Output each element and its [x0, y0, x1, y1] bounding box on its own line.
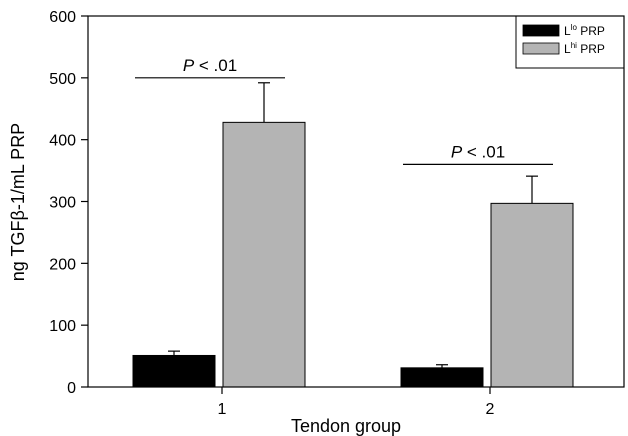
significance-label: P < .01 — [451, 142, 505, 161]
significance-threshold: < .01 — [194, 56, 237, 75]
y-tick-label: 300 — [49, 195, 76, 212]
bar-series-1-group-1 — [132, 354, 216, 388]
legend-label-rest: PRP — [577, 24, 605, 38]
y-axis-title: ng TGFβ-1/mL PRP — [8, 123, 28, 281]
y-tick-label: 0 — [67, 380, 76, 397]
significance-threshold: < .01 — [462, 142, 505, 161]
legend-label-1: Llo PRP — [564, 23, 605, 38]
significance-label: P < .01 — [183, 56, 237, 75]
bars — [132, 82, 574, 388]
legend-label-base: L — [564, 42, 571, 56]
y-tick-label: 200 — [49, 256, 76, 273]
legend-swatch-2 — [522, 42, 560, 55]
significance-annotations: P < .01P < .01 — [135, 56, 553, 165]
bar-series-2-group-1 — [222, 121, 306, 388]
x-axis-title: Tendon group — [291, 416, 401, 436]
plot-frame — [87, 15, 625, 388]
y-tick-label: 100 — [49, 318, 76, 335]
y-tick-label: 500 — [49, 71, 76, 88]
y-tick-label: 400 — [49, 133, 76, 150]
y-axis: 0 100 200 300 400 500 600 — [49, 9, 88, 397]
legend-label-base: L — [564, 24, 571, 38]
significance-p-symbol: P — [451, 142, 463, 161]
significance-p-symbol: P — [183, 56, 195, 75]
x-tick-label: 2 — [486, 401, 495, 418]
legend-swatch-1 — [522, 24, 560, 37]
legend-label-superscript: hi — [571, 41, 577, 50]
y-tick-label: 600 — [49, 9, 76, 26]
x-tick-label: 1 — [218, 401, 227, 418]
bar-series-1-group-2 — [400, 367, 484, 388]
legend-label-rest: PRP — [577, 42, 605, 56]
bar-series-2-group-2 — [490, 202, 574, 388]
legend-label-superscript: lo — [571, 23, 578, 32]
legend-label-2: Lhi PRP — [564, 41, 605, 56]
